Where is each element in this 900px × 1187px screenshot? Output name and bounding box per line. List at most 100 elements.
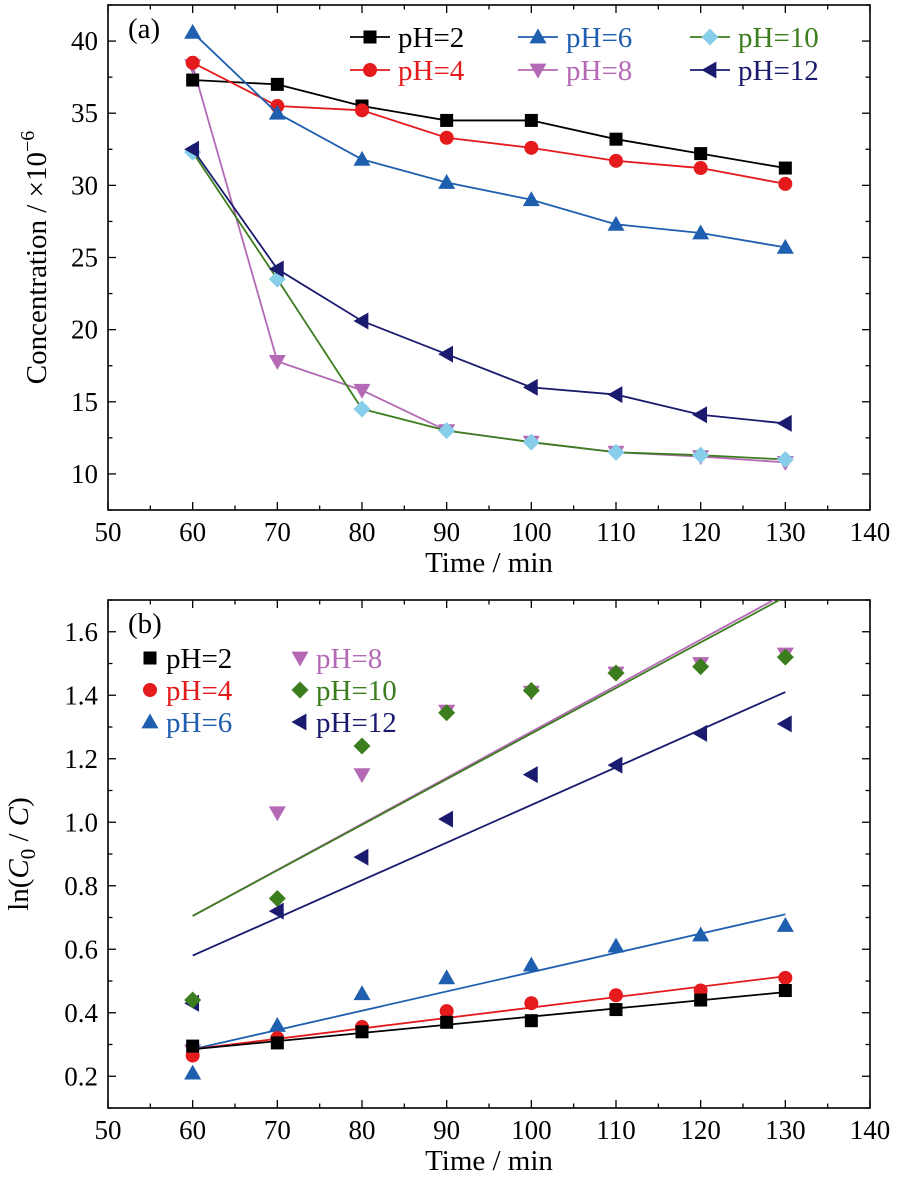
legend: pH=2 pH=6 pH=10 pH=4 pH=8 pH=12 xyxy=(350,22,819,87)
legend-item-ph-8: pH=8 xyxy=(291,643,382,675)
x-tick-label: 130 xyxy=(765,517,806,547)
panel-b-chart: 50 60 70 80 90 100 110 120 130 140 0.2 0.4 0.6 0.8 1.0… xyxy=(3,599,891,1177)
legend-item-ph-12: pH=12 xyxy=(690,55,819,87)
data-point xyxy=(776,715,792,733)
data-point xyxy=(268,104,286,120)
panel-a-chart: 50 60 70 80 90 100 110 120 130 140 10 15 20 25 30 35 40 T… xyxy=(17,4,891,579)
data-point xyxy=(353,848,369,866)
fit-line-ph-10 xyxy=(192,600,782,917)
data-point xyxy=(522,378,538,396)
data-point xyxy=(270,1036,284,1050)
data-point xyxy=(355,1025,369,1039)
data-point xyxy=(524,113,538,127)
y-tick-label: 30 xyxy=(71,170,98,200)
legend-label: pH=2 xyxy=(398,22,464,54)
y-tick-label: 20 xyxy=(71,315,98,345)
data-point xyxy=(438,422,456,440)
data-point xyxy=(607,386,623,404)
data-point xyxy=(609,988,623,1003)
y-tick-label: 1.6 xyxy=(64,617,98,647)
legend-item-ph-10: pH=10 xyxy=(690,22,819,54)
data-point xyxy=(778,176,793,191)
series-ph-6 xyxy=(184,23,794,254)
y-title-part: / xyxy=(3,826,35,849)
legend-item-ph-6: pH=6 xyxy=(141,707,232,739)
data-point xyxy=(353,312,369,330)
data-point xyxy=(776,414,792,432)
legend-marker xyxy=(529,28,547,44)
legend-marker xyxy=(141,713,159,729)
series-line-ph-4 xyxy=(192,61,786,185)
data-point xyxy=(268,355,286,370)
legend-item-ph-12: pH=12 xyxy=(291,707,397,739)
data-point xyxy=(353,768,371,784)
data-point xyxy=(438,173,456,189)
x-tick-label: 140 xyxy=(850,517,891,547)
x-tick-label: 110 xyxy=(596,517,636,547)
y-tick-label: 1.4 xyxy=(64,680,98,710)
legend-item-ph-10: pH=10 xyxy=(291,675,397,707)
legend-item-ph-2: pH=2 xyxy=(143,643,232,675)
data-point xyxy=(524,140,539,155)
x-tick-label: 60 xyxy=(179,517,206,547)
legend-marker xyxy=(291,651,309,667)
y-tick-label: 25 xyxy=(71,243,98,273)
data-point xyxy=(607,756,623,774)
data-point xyxy=(694,993,708,1007)
y-tick-label: 10 xyxy=(71,459,98,489)
data-point xyxy=(438,704,456,722)
legend-label: pH=6 xyxy=(566,22,632,54)
data-point xyxy=(353,737,371,755)
data-point xyxy=(522,681,540,699)
y-tick-label: 35 xyxy=(71,98,98,128)
series-ph-6 xyxy=(184,913,794,1080)
series-ph-12 xyxy=(184,691,792,1012)
x-tick-label: 140 xyxy=(850,1115,891,1145)
x-tick-label: 60 xyxy=(179,1115,206,1145)
legend-marker xyxy=(363,63,377,77)
y-tick-label: 1.2 xyxy=(64,744,98,774)
x-tick-label: 80 xyxy=(349,517,376,547)
y-axis-title: Concentration / ×10−6 xyxy=(17,131,53,384)
data-point xyxy=(439,1004,454,1019)
x-tick-label: 120 xyxy=(680,517,721,547)
fit-line-ph-2 xyxy=(192,991,786,1051)
data-point xyxy=(609,153,623,168)
fit-line-ph-4 xyxy=(192,975,786,1051)
data-point xyxy=(522,191,540,207)
data-point xyxy=(268,1016,286,1032)
data-point xyxy=(186,1039,200,1053)
data-point xyxy=(776,916,794,932)
data-point xyxy=(186,73,200,87)
y-title-part: 0 xyxy=(16,849,40,860)
data-point xyxy=(268,806,286,822)
data-point xyxy=(184,140,200,158)
x-axis-title: Time / min xyxy=(425,1145,553,1177)
data-point xyxy=(270,77,284,91)
data-point xyxy=(353,150,371,166)
legend-label: pH=4 xyxy=(398,55,465,87)
data-point xyxy=(692,724,708,742)
x-tick-label: 90 xyxy=(433,517,460,547)
legend-marker xyxy=(143,683,157,697)
legend-item-ph-4: pH=4 xyxy=(350,55,465,87)
data-point xyxy=(607,937,625,953)
data-point xyxy=(522,766,538,784)
series-line-ph-10 xyxy=(191,151,786,461)
data-point xyxy=(439,130,454,145)
x-tick-label: 70 xyxy=(264,517,291,547)
legend-label: pH=12 xyxy=(738,55,819,87)
x-tick-label: 50 xyxy=(95,517,122,547)
data-point xyxy=(776,238,794,254)
data-point xyxy=(692,446,710,464)
legend-label: pH=2 xyxy=(166,643,232,675)
legend-marker xyxy=(291,681,309,699)
y-title-part: C xyxy=(3,806,35,826)
data-point xyxy=(692,224,710,240)
data-point xyxy=(185,55,200,70)
legend-marker xyxy=(143,651,157,665)
series-ph-10 xyxy=(184,143,794,468)
y-tick-label: 0.6 xyxy=(64,934,98,964)
data-point xyxy=(440,113,454,127)
